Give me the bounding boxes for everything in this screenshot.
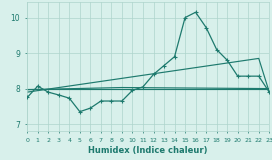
X-axis label: Humidex (Indice chaleur): Humidex (Indice chaleur) — [88, 146, 208, 155]
